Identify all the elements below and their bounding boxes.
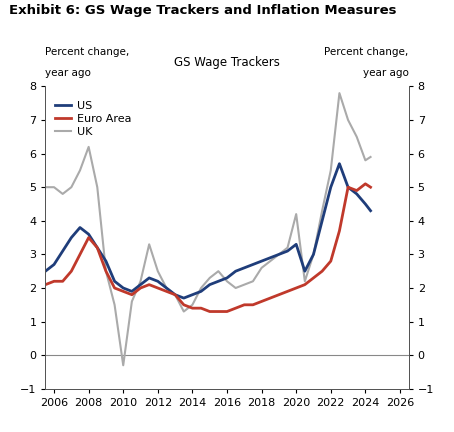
Text: Percent change,: Percent change, xyxy=(324,47,409,57)
Text: Percent change,: Percent change, xyxy=(45,47,130,57)
Text: year ago: year ago xyxy=(363,68,409,78)
Legend: US, Euro Area, UK: US, Euro Area, UK xyxy=(54,101,131,137)
Text: GS Wage Trackers: GS Wage Trackers xyxy=(174,56,280,69)
Text: year ago: year ago xyxy=(45,68,91,78)
Text: Exhibit 6: GS Wage Trackers and Inflation Measures: Exhibit 6: GS Wage Trackers and Inflatio… xyxy=(9,4,397,17)
